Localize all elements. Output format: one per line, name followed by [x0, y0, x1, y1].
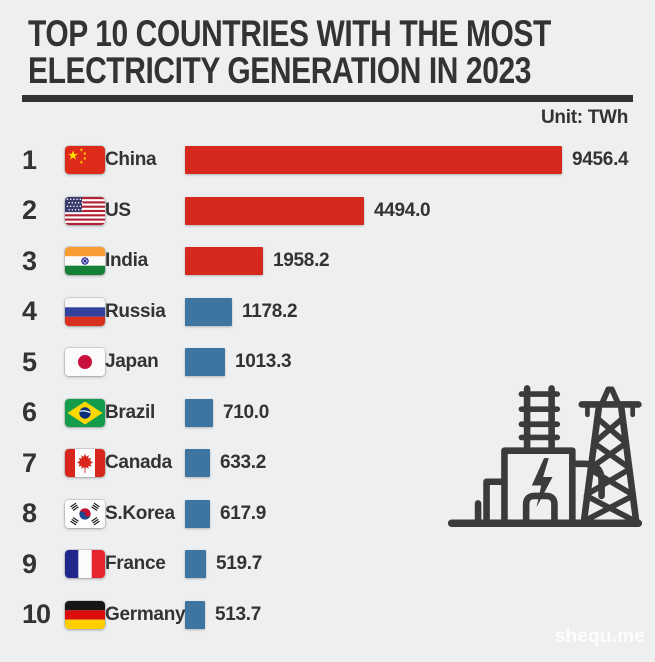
rank-number: 10: [22, 599, 51, 630]
country-name: China: [105, 149, 157, 171]
ranking-row: 7 Canada 633.2: [0, 438, 655, 489]
country-name: US: [105, 199, 131, 221]
rank-number: 5: [22, 346, 37, 377]
rank-number: 3: [22, 245, 37, 276]
value-bar: [185, 247, 263, 276]
ranking-row: 10 Germany 513.7: [0, 590, 655, 641]
ranking-row: 2 US 4494.0: [0, 186, 655, 237]
watermark: shequ.me: [554, 626, 645, 647]
value-label: 9456.4: [572, 149, 629, 171]
value-bar: [185, 348, 225, 377]
rank-number: 9: [22, 548, 37, 579]
ranking-list: 1 China 9456.4 2 US 4494.0 3 India 1958.2 4 Russia…: [0, 135, 655, 640]
country-name: Canada: [105, 452, 172, 474]
power-plant-and-transmission-tower-icon: [446, 370, 644, 536]
country-name: S.Korea: [105, 502, 175, 524]
flag-france-icon: [65, 550, 105, 579]
header: TOP 10 COUNTRIES WITH THE MOST ELECTRICI…: [0, 0, 655, 89]
value-label: 617.9: [220, 502, 267, 524]
value-bar: [185, 550, 206, 579]
country-name: France: [105, 553, 166, 575]
title-line-2: ELECTRICITY GENERATION IN 2023: [28, 50, 531, 91]
value-bar: [185, 297, 232, 326]
poster-title: TOP 10 COUNTRIES WITH THE MOST ELECTRICI…: [28, 15, 630, 89]
value-label: 513.7: [215, 603, 262, 625]
value-bar: [185, 449, 210, 478]
ranking-row: 9 France 519.7: [0, 539, 655, 590]
flag-germany-icon: [65, 600, 105, 629]
value-label: 4494.0: [374, 199, 431, 221]
ranking-row: 8 S.Korea 617.9: [0, 489, 655, 540]
country-name: Brazil: [105, 401, 155, 423]
rank-number: 1: [22, 144, 37, 175]
flag-canada-icon: [65, 449, 105, 478]
flag-russia-icon: [65, 297, 105, 326]
ranking-row: 3 India 1958.2: [0, 236, 655, 287]
value-label: 1178.2: [242, 300, 298, 322]
title-line-1: TOP 10 COUNTRIES WITH THE MOST: [28, 13, 551, 54]
rank-number: 4: [22, 296, 37, 327]
value-label: 710.0: [223, 401, 270, 423]
country-name: Japan: [105, 351, 159, 373]
rank-number: 2: [22, 195, 37, 226]
ranking-row: 5 Japan 1013.3: [0, 337, 655, 388]
country-name: India: [105, 250, 148, 272]
rank-number: 6: [22, 397, 37, 428]
value-bar: [185, 600, 205, 629]
ranking-row: 1 China 9456.4: [0, 135, 655, 186]
value-bar: [185, 398, 213, 427]
value-bar: [185, 499, 210, 528]
country-name: Russia: [105, 300, 166, 322]
rank-number: 8: [22, 498, 37, 529]
value-bar: [185, 196, 364, 225]
flag-skorea-icon: [65, 499, 105, 528]
flag-us-icon: [65, 196, 105, 225]
flag-china-icon: [65, 146, 105, 175]
flag-india-icon: [65, 247, 105, 276]
value-label: 519.7: [216, 553, 263, 575]
ranking-row: 4 Russia 1178.2: [0, 287, 655, 338]
value-label: 1013.3: [235, 351, 292, 373]
rank-number: 7: [22, 447, 37, 478]
title-double-underline: [22, 95, 633, 102]
unit-label: Unit: TWh: [541, 107, 628, 128]
flag-japan-icon: [65, 348, 105, 377]
flag-brazil-icon: [65, 398, 105, 427]
ranking-row: 6 Brazil 710.0: [0, 388, 655, 439]
value-label: 633.2: [220, 452, 267, 474]
country-name: Germany: [105, 603, 186, 625]
value-bar: [185, 146, 562, 175]
value-label: 1958.2: [273, 250, 330, 272]
